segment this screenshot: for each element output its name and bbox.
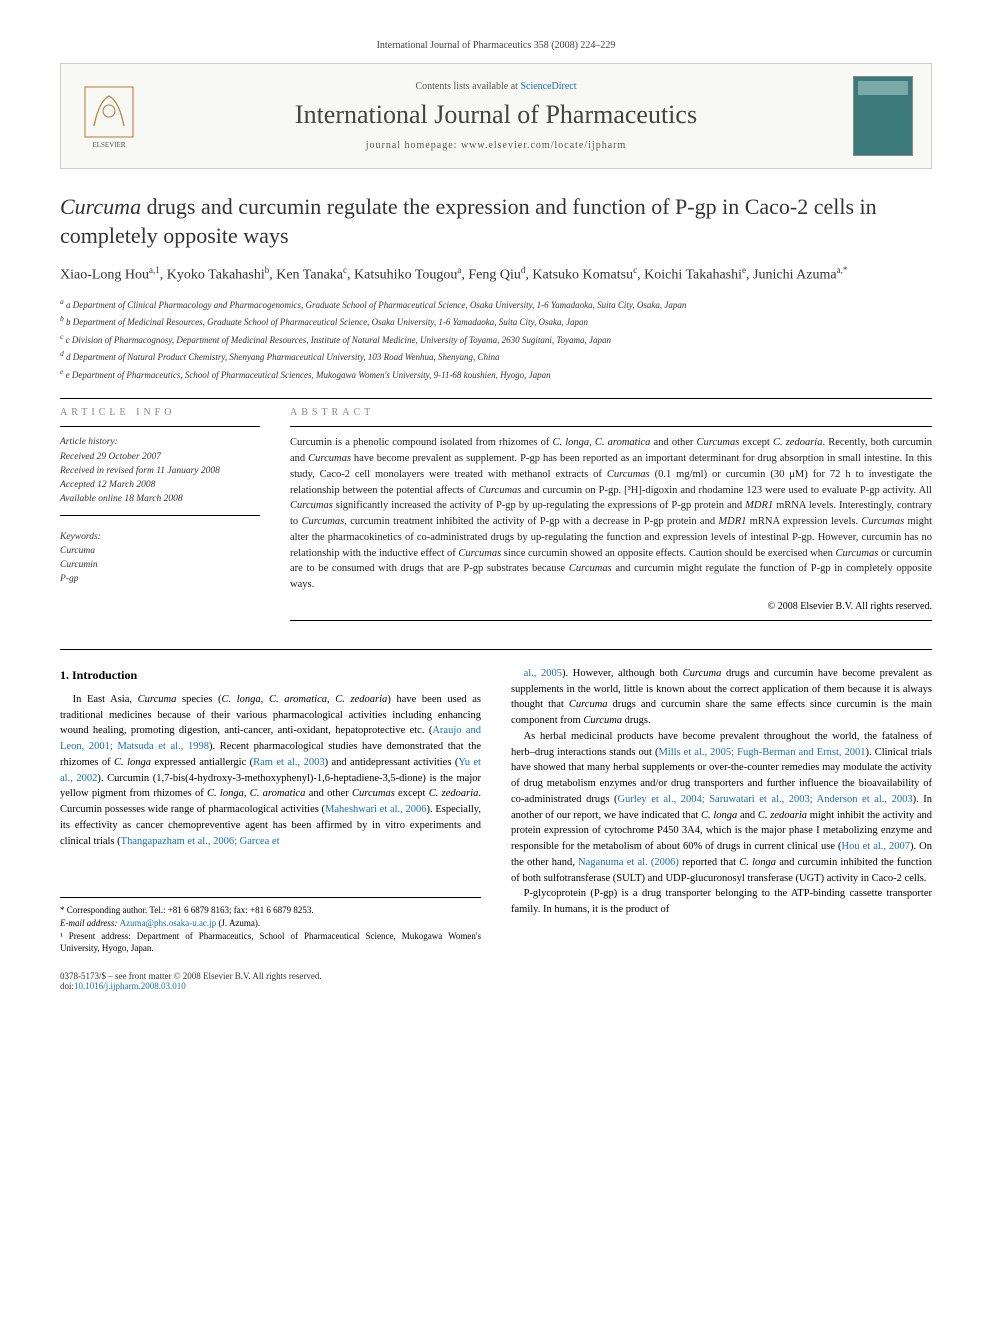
abstract-copyright: © 2008 Elsevier B.V. All rights reserved… xyxy=(290,601,932,612)
running-header: International Journal of Pharmaceutics 3… xyxy=(60,40,932,51)
history-received: Received 29 October 2007 xyxy=(60,450,260,464)
abstract-text: Curcumin is a phenolic compound isolated… xyxy=(290,435,932,593)
svg-text:ELSEVIER: ELSEVIER xyxy=(92,141,125,149)
ref-link[interactable]: Ram et al., 2003 xyxy=(253,757,324,768)
journal-name: International Journal of Pharmaceutics xyxy=(159,100,833,130)
affiliation-c: c c Division of Pharmacognosy, Departmen… xyxy=(60,331,932,348)
sciencedirect-link[interactable]: ScienceDirect xyxy=(520,81,576,92)
present-address-note: ¹ Present address: Department of Pharmac… xyxy=(60,930,481,955)
divider xyxy=(290,620,932,621)
section-heading: 1. Introduction xyxy=(60,666,481,684)
banner-center: Contents lists available at ScienceDirec… xyxy=(159,81,833,151)
body-paragraph: al., 2005). However, although both Curcu… xyxy=(511,666,932,729)
ref-link[interactable]: Hou et al., 2007 xyxy=(842,841,910,852)
ref-link[interactable]: al., 2005 xyxy=(524,668,562,679)
history-accepted: Accepted 12 March 2008 xyxy=(60,478,260,492)
corresponding-author-note: * Corresponding author. Tel.: +81 6 6879… xyxy=(60,904,481,917)
body-paragraph: As herbal medicinal products have become… xyxy=(511,729,932,887)
keywords-block: Keywords: Curcuma Curcumin P-gp xyxy=(60,530,260,587)
affiliation-d: d d Department of Natural Product Chemis… xyxy=(60,348,932,365)
divider xyxy=(290,426,932,427)
abstract-heading: ABSTRACT xyxy=(290,407,932,418)
divider xyxy=(60,649,932,650)
info-abstract-row: ARTICLE INFO Article history: Received 2… xyxy=(60,407,932,629)
divider xyxy=(60,398,932,399)
abstract-column: ABSTRACT Curcumin is a phenolic compound… xyxy=(290,407,932,629)
article-history: Article history: Received 29 October 200… xyxy=(60,435,260,506)
author-list: Xiao-Long Houa,1, Kyoko Takahashib, Ken … xyxy=(60,264,932,286)
ref-link[interactable]: Araujo and Leon, 2001; Matsuda et al., 1… xyxy=(60,725,481,752)
contents-available-line: Contents lists available at ScienceDirec… xyxy=(159,81,833,92)
footnotes: * Corresponding author. Tel.: +81 6 6879… xyxy=(60,897,481,954)
elsevier-logo-icon: ELSEVIER xyxy=(79,81,139,151)
contents-prefix: Contents lists available at xyxy=(415,81,520,92)
affiliation-a: a a Department of Clinical Pharmacology … xyxy=(60,296,932,313)
email-link[interactable]: Azuma@phs.osaka-u.ac.jp xyxy=(120,918,217,928)
history-label: Article history: xyxy=(60,435,260,449)
journal-homepage-line: journal homepage: www.elsevier.com/locat… xyxy=(159,140,833,151)
ref-link[interactable]: Thangapazham et al., 2006; Garcea et xyxy=(121,836,280,847)
body-paragraph: In East Asia, Curcuma species (C. longa,… xyxy=(60,692,481,850)
journal-cover-thumbnail xyxy=(853,76,913,156)
body-columns: 1. Introduction In East Asia, Curcuma sp… xyxy=(60,666,932,955)
doi-line: doi:10.1016/j.ijpharm.2008.03.010 xyxy=(60,981,932,991)
body-paragraph: P-glycoprotein (P-gp) is a drug transpor… xyxy=(511,886,932,918)
ref-link[interactable]: Mills et al., 2005; Fugh-Berman and Erns… xyxy=(658,747,865,758)
page-footer: 0378-5173/$ – see front matter © 2008 El… xyxy=(60,971,932,991)
column-right: al., 2005). However, although both Curcu… xyxy=(511,666,932,955)
keyword: Curcuma xyxy=(60,544,260,558)
email-line: E-mail address: Azuma@phs.osaka-u.ac.jp … xyxy=(60,917,481,930)
affiliation-e: e e Department of Pharmaceutics, School … xyxy=(60,366,932,383)
journal-banner: ELSEVIER Contents lists available at Sci… xyxy=(60,63,932,169)
column-left: 1. Introduction In East Asia, Curcuma sp… xyxy=(60,666,481,955)
ref-link[interactable]: Maheshwari et al., 2006 xyxy=(325,804,426,815)
divider xyxy=(60,426,260,427)
homepage-url: www.elsevier.com/locate/ijpharm xyxy=(461,140,626,151)
doi-link[interactable]: 10.1016/j.ijpharm.2008.03.010 xyxy=(74,981,186,991)
history-revised: Received in revised form 11 January 2008 xyxy=(60,464,260,478)
ref-link[interactable]: Gurley et al., 2004; Saruwatari et al., … xyxy=(618,794,913,805)
history-online: Available online 18 March 2008 xyxy=(60,492,260,506)
affiliation-b: b b Department of Medicinal Resources, G… xyxy=(60,313,932,330)
article-title: Curcuma drugs and curcumin regulate the … xyxy=(60,193,932,250)
affiliations: a a Department of Clinical Pharmacology … xyxy=(60,296,932,383)
article-info-column: ARTICLE INFO Article history: Received 2… xyxy=(60,407,260,629)
ref-link[interactable]: Naganuma et al. (2006) xyxy=(578,857,679,868)
homepage-prefix: journal homepage: xyxy=(366,140,461,151)
article-info-heading: ARTICLE INFO xyxy=(60,407,260,418)
keyword: P-gp xyxy=(60,572,260,586)
divider xyxy=(60,515,260,516)
keywords-label: Keywords: xyxy=(60,530,260,544)
keyword: Curcumin xyxy=(60,558,260,572)
front-matter-line: 0378-5173/$ – see front matter © 2008 El… xyxy=(60,971,932,981)
